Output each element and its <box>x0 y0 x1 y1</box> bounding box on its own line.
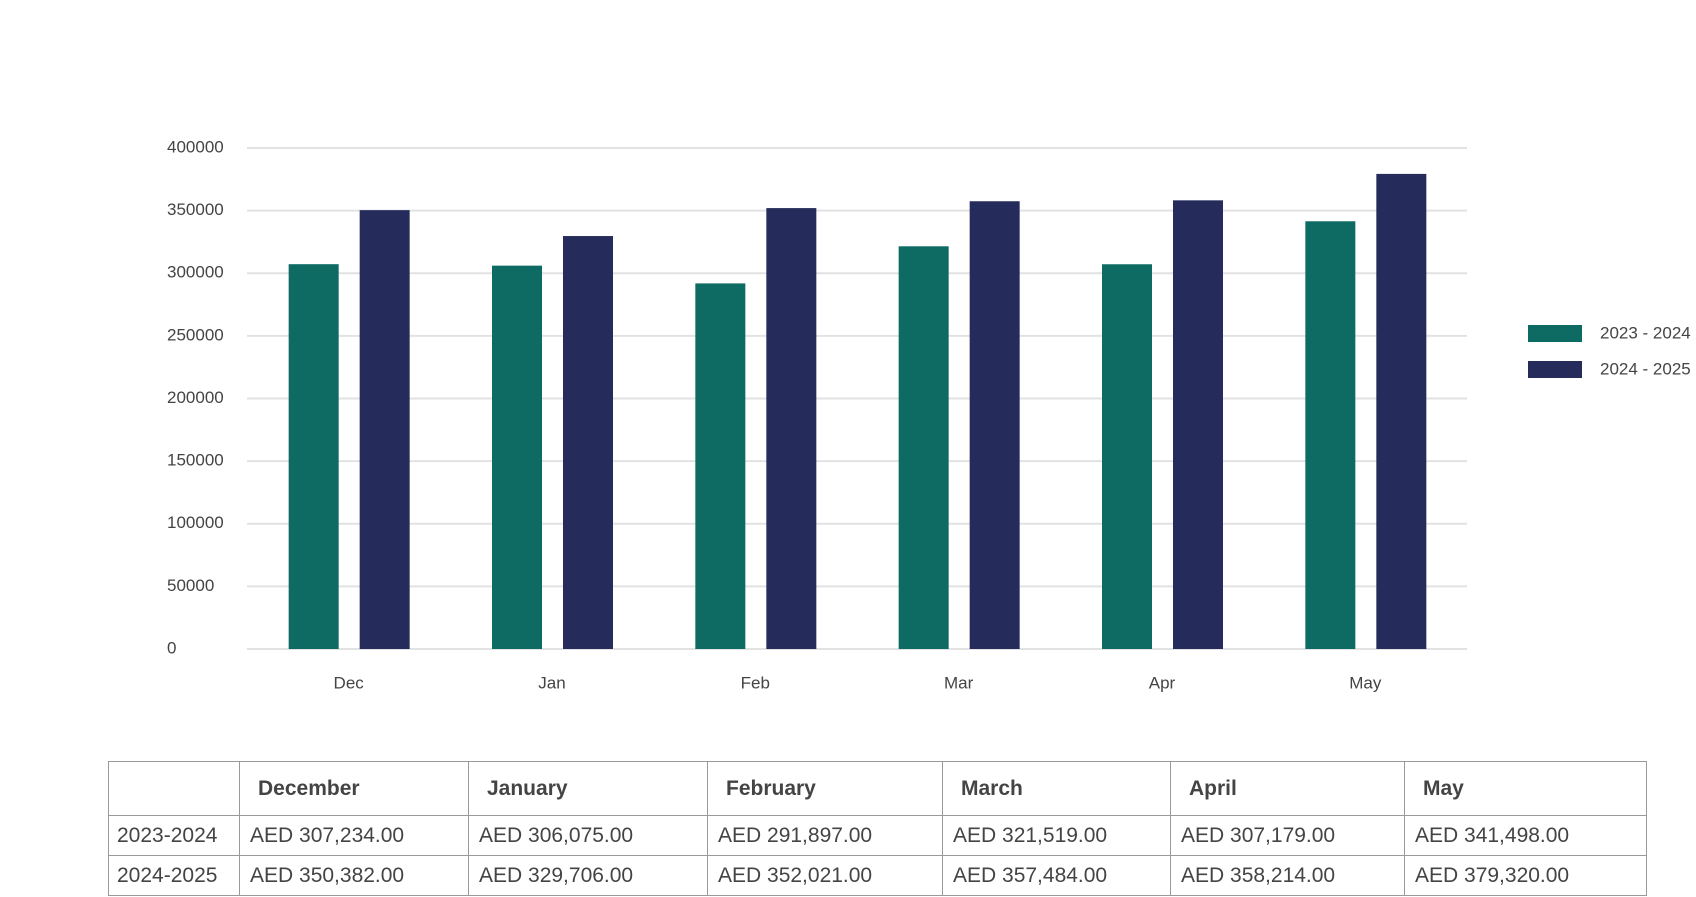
bar <box>1305 221 1356 650</box>
bar <box>1173 200 1223 649</box>
y-tick-label: 150000 <box>167 451 224 470</box>
x-tick-label: May <box>1349 673 1382 692</box>
y-tick-label: 100000 <box>167 513 224 532</box>
table-row: 2023-2024 AED 307,234.00 AED 306,075.00 AED… <box>108 815 1647 856</box>
bar <box>359 210 410 649</box>
header-cell: May <box>1404 761 1647 816</box>
bar <box>1102 264 1152 649</box>
x-tick-label: Feb <box>741 673 770 692</box>
chart: 0 50000 100000 150000 200000 250000 300000 3500… <box>167 137 1691 692</box>
bar <box>898 246 949 649</box>
row-label: 2023-2024 <box>108 815 240 856</box>
header-cell: February <box>707 761 943 816</box>
bar <box>969 201 1020 650</box>
table-cell: AED 321,519.00 <box>942 815 1171 856</box>
y-tick-label: 400000 <box>167 137 224 156</box>
bar <box>288 264 339 649</box>
y-tick-label: 250000 <box>167 325 224 344</box>
table-cell: AED 306,075.00 <box>468 815 708 856</box>
row-label: 2024-2025 <box>108 855 240 896</box>
bar <box>1376 173 1427 649</box>
bar <box>766 208 817 650</box>
legend-label: 2023 - 2024 <box>1600 323 1691 342</box>
table-cell: AED 379,320.00 <box>1404 855 1647 896</box>
header-cell: April <box>1170 761 1405 816</box>
table-row: 2024-2025 AED 350,382.00 AED 329,706.00 AED… <box>108 855 1647 896</box>
header-cell: December <box>239 761 469 816</box>
corner-cell <box>108 761 240 816</box>
table-cell: AED 352,021.00 <box>707 855 943 896</box>
x-tick-label: Apr <box>1149 673 1176 692</box>
x-tick-label: Dec <box>334 673 365 692</box>
bar <box>563 236 613 650</box>
x-tick-label: Mar <box>944 673 974 692</box>
table-cell: AED 329,706.00 <box>468 855 708 896</box>
table-cell: AED 357,484.00 <box>942 855 1171 896</box>
data-table: December January February March April May 202… <box>108 761 1647 896</box>
table-cell: AED 307,179.00 <box>1170 815 1405 856</box>
bar <box>695 283 746 649</box>
bar <box>492 265 542 649</box>
legend-label: 2024 - 2025 <box>1600 359 1691 378</box>
header-cell: March <box>942 761 1171 816</box>
table-cell: AED 350,382.00 <box>239 855 469 896</box>
y-tick-label: 350000 <box>167 200 224 219</box>
legend-swatch <box>1528 361 1582 378</box>
table-cell: AED 341,498.00 <box>1404 815 1647 856</box>
x-tick-label: Jan <box>538 673 565 692</box>
table-cell: AED 291,897.00 <box>707 815 943 856</box>
table-cell: AED 307,234.00 <box>239 815 469 856</box>
y-tick-label: 200000 <box>167 388 224 407</box>
header-row: December January February March April May <box>108 761 1647 816</box>
legend-swatch <box>1528 325 1582 342</box>
y-tick-label: 50000 <box>167 576 214 595</box>
y-tick-label: 0 <box>167 638 176 657</box>
table-cell: AED 358,214.00 <box>1170 855 1405 896</box>
header-cell: January <box>468 761 708 816</box>
y-tick-label: 300000 <box>167 263 224 282</box>
